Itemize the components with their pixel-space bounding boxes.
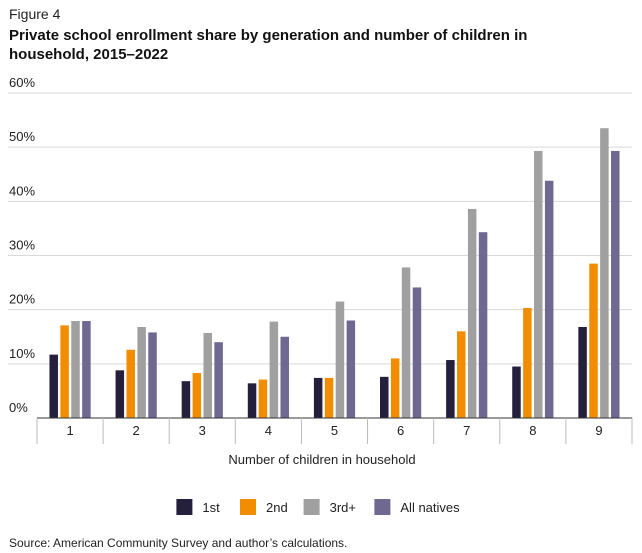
- bar: [401, 267, 411, 418]
- legend-item: 1st: [176, 499, 220, 515]
- figure-label: Figure 4: [9, 6, 61, 22]
- bar: [512, 366, 521, 418]
- bar: [203, 332, 212, 418]
- bar: [49, 354, 58, 419]
- y-tick-label: 60%: [9, 75, 35, 90]
- y-tick-label: 40%: [9, 183, 35, 198]
- y-tick-label: 50%: [9, 129, 35, 144]
- x-axis-label: Number of children in household: [228, 452, 415, 467]
- bar: [313, 377, 323, 418]
- bar: [148, 332, 157, 418]
- bar: [467, 208, 477, 418]
- x-tick-label: 3: [199, 423, 206, 438]
- bar: [457, 331, 466, 418]
- bar: [280, 336, 289, 418]
- bar: [181, 381, 191, 418]
- bar: [544, 180, 554, 418]
- x-tick-label: 1: [66, 423, 73, 438]
- legend: 1st 2nd 3rd+ All natives: [176, 499, 460, 515]
- bar: [534, 150, 543, 418]
- bar: [247, 383, 257, 418]
- bars: [49, 128, 620, 419]
- bar: [214, 342, 223, 418]
- bar: [523, 308, 532, 418]
- y-tick-label: 0%: [9, 400, 28, 415]
- bar: [589, 263, 598, 419]
- bar: [137, 327, 146, 418]
- bar: [412, 287, 422, 418]
- legend-item: All natives: [374, 499, 460, 515]
- bar: [611, 150, 620, 418]
- x-tick-label: 4: [265, 423, 272, 438]
- x-tick-label: 6: [397, 423, 404, 438]
- y-axis-ticks: 0% 10% 20% 30% 40% 50% 60%: [9, 75, 35, 415]
- bar: [478, 232, 488, 418]
- legend-label: All natives: [400, 500, 460, 515]
- legend-swatch: [374, 499, 391, 515]
- bar: [258, 379, 268, 418]
- x-axis-ticks: 1 2 3 4 5 6 7 8 9: [66, 423, 602, 438]
- bar: [126, 349, 135, 418]
- chart-title: Private school enrollment share by gener…: [9, 27, 528, 63]
- bar: [380, 376, 389, 418]
- x-tick-label: 8: [529, 423, 536, 438]
- source-note: Source: American Community Survey and au…: [9, 536, 348, 550]
- x-tick-label: 9: [595, 423, 602, 438]
- bar: [269, 321, 279, 418]
- bar: [335, 301, 345, 418]
- bar: [390, 358, 400, 418]
- y-tick-label: 10%: [9, 346, 35, 361]
- bar: [192, 373, 202, 418]
- bar: [446, 360, 455, 418]
- legend-item: 2nd: [240, 499, 288, 515]
- y-tick-label: 20%: [9, 292, 35, 307]
- legend-label: 2nd: [266, 500, 288, 515]
- x-axis: [36, 417, 633, 444]
- bar: [82, 321, 91, 418]
- gridlines: [8, 92, 632, 365]
- bar: [324, 377, 334, 418]
- bar: [115, 370, 125, 418]
- legend-swatch: [176, 499, 193, 515]
- y-tick-label: 30%: [9, 238, 35, 253]
- bar: [578, 327, 587, 418]
- bar: [71, 321, 80, 418]
- x-tick-label: 5: [331, 423, 338, 438]
- bar: [600, 128, 609, 418]
- legend-swatch: [240, 499, 256, 515]
- x-tick-label: 2: [133, 423, 140, 438]
- bar: [60, 325, 69, 419]
- legend-label: 3rd+: [330, 500, 356, 515]
- x-tick-label: 7: [463, 423, 470, 438]
- bar: [346, 320, 356, 418]
- legend-label: 1st: [202, 500, 220, 515]
- legend-item: 3rd+: [303, 499, 356, 515]
- legend-swatch: [303, 499, 320, 515]
